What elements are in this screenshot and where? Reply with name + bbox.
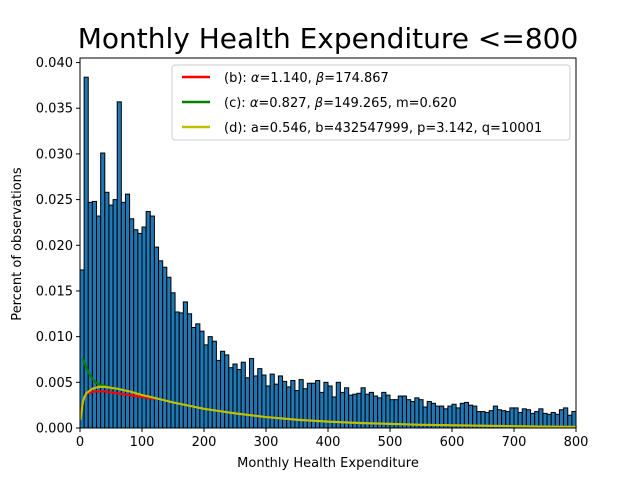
x-axis: 0 100 200 300 400 500 600 700 800 xyxy=(76,428,589,450)
histogram-bar xyxy=(182,301,188,429)
histogram-bar xyxy=(153,246,160,429)
y-tick-label: 0.035 xyxy=(36,102,73,117)
histogram-bar xyxy=(248,358,255,429)
histogram-bar xyxy=(244,377,250,429)
histogram-bar xyxy=(87,201,93,429)
histogram-bar xyxy=(273,383,279,429)
histogram-bar xyxy=(199,330,205,429)
legend: (b): α=1.140, β=174.867 (c): α=0.827, β=1… xyxy=(171,64,571,141)
y-tick-label: 0.030 xyxy=(36,147,73,162)
x-tick-label: 200 xyxy=(192,435,217,450)
histogram-bar xyxy=(302,388,308,429)
histogram-bar xyxy=(166,276,172,429)
histogram-bar xyxy=(282,380,288,429)
bars-group xyxy=(79,76,577,429)
x-tick-label: 800 xyxy=(564,435,589,450)
histogram-bar xyxy=(207,336,213,429)
y-axis-label: Percent of observations xyxy=(10,167,25,321)
histogram-bar xyxy=(203,344,209,429)
histogram-bar xyxy=(116,101,122,429)
y-axis: 0.000 0.005 0.010 0.015 0.020 0.025 0.030 0.035… xyxy=(36,56,80,437)
y-tick-label: 0.025 xyxy=(36,193,73,208)
histogram-bar xyxy=(331,396,337,429)
histogram-bar xyxy=(463,401,470,429)
histogram-bar xyxy=(558,409,565,429)
histogram-bar xyxy=(265,385,271,429)
histogram-bar xyxy=(290,379,296,429)
y-tick-label: 0.015 xyxy=(36,284,73,299)
chart-title: Monthly Health Expenditure <=800 xyxy=(78,22,579,55)
histogram-bar xyxy=(563,407,569,429)
y-tick-label: 0.040 xyxy=(36,56,73,71)
x-tick-label: 600 xyxy=(440,435,465,450)
histogram-bar xyxy=(96,215,102,429)
curves-group xyxy=(79,358,578,428)
histogram-bar xyxy=(228,367,234,429)
y-tick-label: 0.010 xyxy=(36,330,73,345)
x-tick-label: 100 xyxy=(130,435,155,450)
x-tick-label: 400 xyxy=(316,435,341,450)
histogram-bar xyxy=(509,407,515,429)
histogram-bar xyxy=(414,397,420,429)
x-axis-label: Monthly Health Expenditure xyxy=(237,456,419,471)
legend-label-2: (d): a=0.546, b=432547999, p=3.142, q=10… xyxy=(224,121,542,136)
histogram-bar xyxy=(319,391,325,429)
histogram-bar xyxy=(240,361,246,429)
histogram-bar xyxy=(513,407,519,429)
x-tick-label: 700 xyxy=(502,435,527,450)
histogram-bar xyxy=(170,292,176,429)
histogram-bar xyxy=(158,260,164,429)
histogram-bar xyxy=(236,369,242,429)
histogram-bar xyxy=(220,350,226,429)
histogram-bar xyxy=(232,363,238,429)
y-tick-label: 0.000 xyxy=(36,422,73,437)
histogram-bar xyxy=(571,411,577,429)
y-tick-label: 0.020 xyxy=(36,239,73,254)
histogram-bar xyxy=(124,193,131,429)
legend-box xyxy=(171,64,571,141)
histogram-bar xyxy=(211,340,217,429)
histogram-bar xyxy=(83,76,89,429)
histogram-bar xyxy=(261,374,267,429)
x-tick-label: 0 xyxy=(76,435,84,450)
histogram-bar xyxy=(294,390,300,429)
histogram-bar xyxy=(215,359,222,429)
histogram-bar xyxy=(108,204,114,429)
histogram-bar xyxy=(253,375,259,429)
histogram-bar xyxy=(224,354,230,429)
histogram-bar xyxy=(178,312,184,429)
histogram-bar xyxy=(277,375,284,429)
legend-label-1: (c): α=0.827, β=149.265, m=0.620 xyxy=(224,96,457,111)
x-tick-label: 500 xyxy=(378,435,403,450)
histogram-bar xyxy=(174,311,180,429)
histogram-bar xyxy=(186,313,193,429)
histogram-bar xyxy=(269,373,275,429)
histogram-bar xyxy=(162,266,168,429)
histogram-bar xyxy=(191,327,197,429)
histogram-bar xyxy=(195,323,201,429)
fit-curve-2 xyxy=(79,385,578,428)
histogram-bar xyxy=(91,200,98,429)
histogram-bar xyxy=(137,232,143,429)
x-tick-label: 300 xyxy=(254,435,279,450)
histogram-bar xyxy=(133,229,139,429)
histogram-bar xyxy=(492,405,498,429)
y-tick-label: 0.005 xyxy=(36,376,73,391)
histogram-bar xyxy=(521,408,527,429)
legend-label-0: (b): α=1.140, β=174.867 xyxy=(224,71,389,86)
histogram-bar xyxy=(257,368,263,429)
histogram-bar xyxy=(538,408,544,429)
histogram-bar xyxy=(286,386,292,429)
